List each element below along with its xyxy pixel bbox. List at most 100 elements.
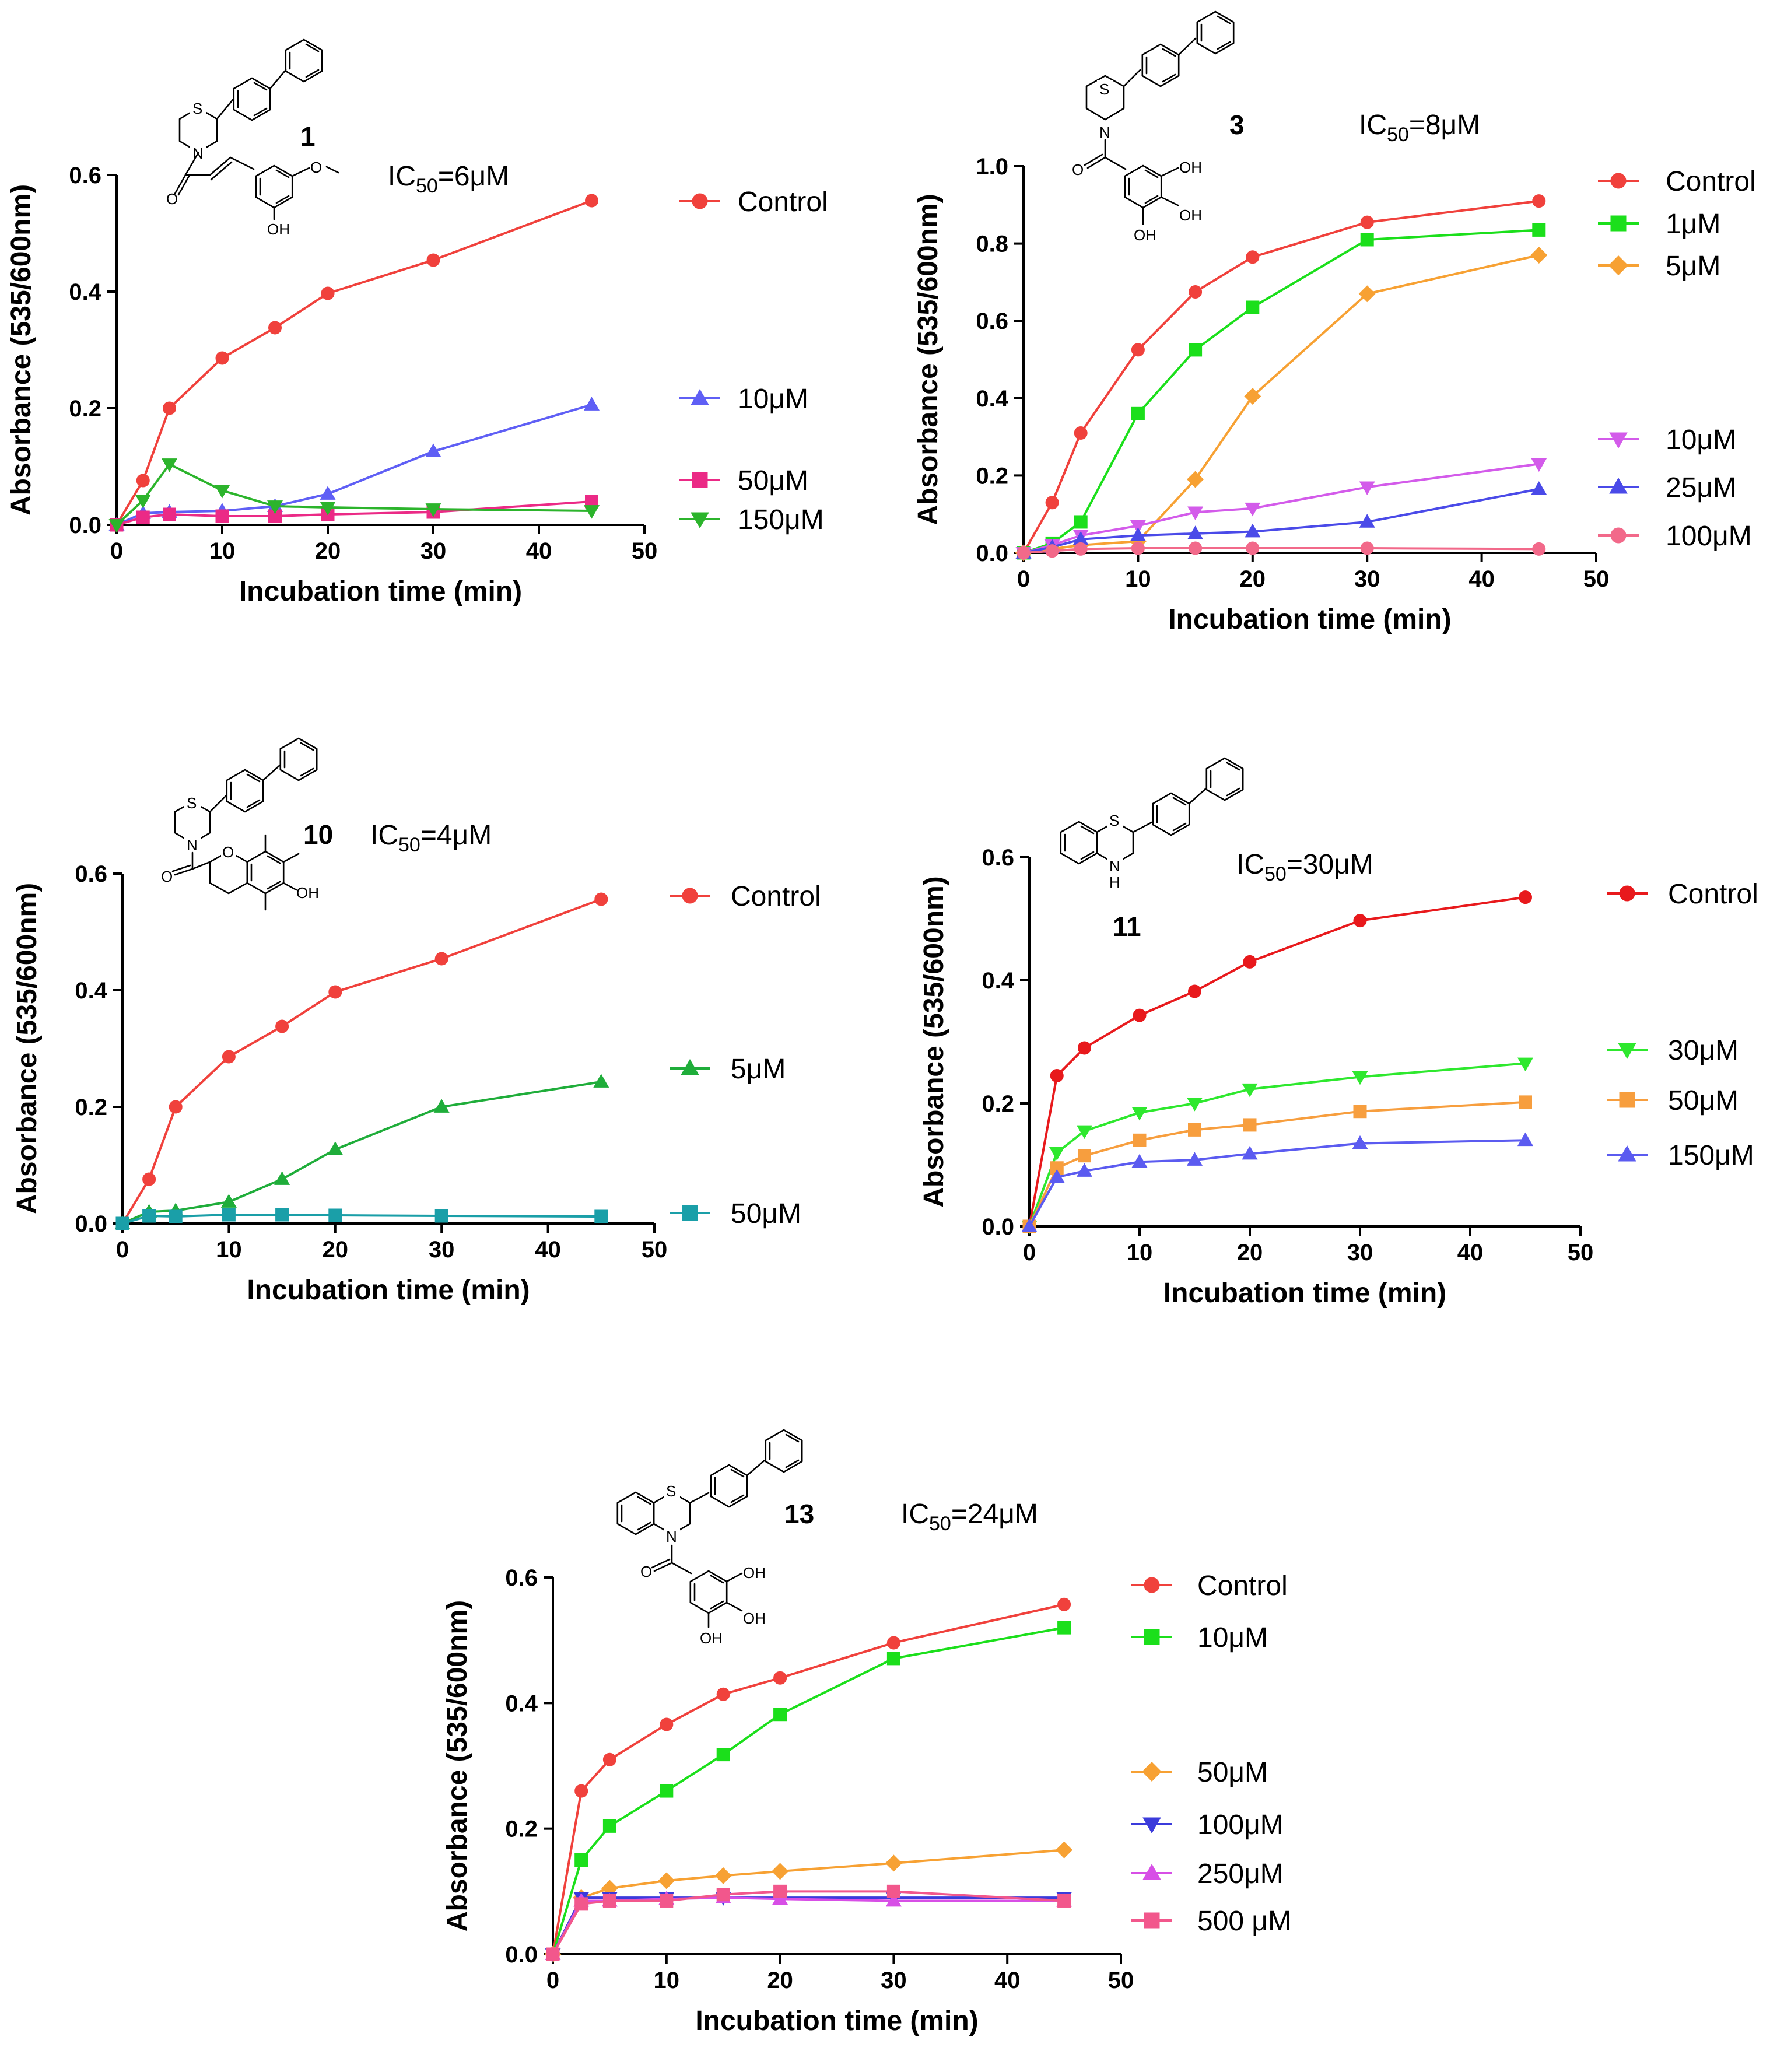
structure-atom-oh: OH [296, 884, 319, 902]
data-point [1078, 1149, 1091, 1163]
x-tick-label: 10 [1127, 1240, 1153, 1265]
legend-label: 5μM [1666, 251, 1720, 282]
series-line [552, 1603, 1065, 1955]
y-tick-label: 0.4 [75, 978, 107, 1004]
data-point [1021, 1218, 1038, 1232]
data-point [583, 397, 600, 411]
data-point [328, 1208, 342, 1222]
legend-marker [692, 472, 708, 488]
data-point [1186, 1152, 1203, 1166]
ic50-label: IC50=6μM [388, 161, 509, 197]
data-point [275, 1208, 289, 1222]
data-point [1131, 1106, 1148, 1121]
structure-atom-o: O [222, 843, 234, 861]
legend-marker [1609, 478, 1628, 494]
series-line [552, 1626, 1064, 1955]
x-axis-title: Incubation time (min) [247, 1275, 530, 1306]
data-point [1049, 1147, 1065, 1161]
data-point [1057, 1621, 1071, 1635]
data-point [1246, 250, 1260, 264]
y-tick-label: 1.0 [976, 154, 1008, 180]
data-point [1074, 515, 1088, 529]
data-point [1045, 544, 1059, 558]
ic50-value: =30μM [1287, 849, 1373, 880]
ic50-value: =4μM [420, 820, 492, 851]
y-tick-label: 0.0 [75, 1211, 107, 1237]
series-line [1028, 1139, 1526, 1227]
data-point [1359, 481, 1375, 495]
ic50-label: IC50=30μM [1236, 849, 1373, 885]
data-point [1245, 502, 1261, 517]
data-point [1074, 542, 1088, 556]
ic50-value: =24μM [951, 1499, 1038, 1530]
data-point [1131, 541, 1145, 555]
x-tick-label: 50 [1108, 1968, 1134, 1993]
data-point [1131, 406, 1145, 420]
data-point [1076, 1163, 1093, 1177]
data-point [268, 321, 282, 335]
series-50μm: 50μM [115, 1198, 801, 1230]
data-point [1050, 1069, 1064, 1083]
data-point [135, 495, 151, 509]
data-point [1189, 285, 1203, 299]
series-line [115, 463, 592, 526]
structure-atom-oh: OH [700, 1629, 723, 1647]
data-point [714, 1867, 732, 1884]
legend-label: 100μM [1197, 1810, 1284, 1840]
data-point [274, 1171, 290, 1185]
series-line [1023, 488, 1540, 554]
data-point [275, 1019, 289, 1033]
data-point [215, 351, 229, 365]
legend-marker [1619, 885, 1635, 902]
legend-marker [1142, 1864, 1161, 1880]
legend-marker [1608, 255, 1628, 275]
data-point [215, 509, 229, 523]
series-150μm: 150μM [108, 458, 824, 535]
y-tick-label: 0.0 [505, 1942, 538, 1968]
series-control: Control [1022, 879, 1758, 1233]
x-tick-label: 20 [1237, 1240, 1263, 1265]
structure-atom-o: O [640, 1563, 652, 1580]
data-point [1049, 1169, 1065, 1183]
legend-marker [1618, 1043, 1636, 1059]
legend-label: 1μM [1666, 209, 1720, 240]
ic50-subscript: 50 [1387, 124, 1409, 146]
data-point [328, 985, 342, 999]
data-point [1532, 223, 1546, 237]
series-line [552, 1896, 1064, 1955]
data-point [1517, 1057, 1534, 1072]
data-point [163, 507, 176, 521]
data-point [1189, 541, 1203, 555]
data-point [885, 1892, 902, 1907]
series-control: Control [546, 1570, 1288, 1961]
series-line [1028, 896, 1526, 1227]
data-point [594, 892, 608, 906]
ic50-label: IC50=4μM [370, 820, 492, 856]
data-point [1531, 481, 1547, 495]
data-point [161, 458, 178, 472]
x-tick-label: 0 [546, 1968, 559, 1993]
structure-atom-nh-n: N [1109, 857, 1120, 875]
data-point [1352, 1135, 1368, 1149]
y-axis-title: Absorbance (535/600nm) [919, 876, 949, 1207]
data-point [1244, 388, 1261, 405]
data-point [1243, 1118, 1257, 1132]
data-point [1188, 984, 1201, 998]
data-point [574, 1853, 588, 1867]
legend-label: 250μM [1197, 1859, 1284, 1889]
x-tick-label: 20 [315, 538, 341, 564]
y-axis-title: Absorbance (535/600nm) [913, 194, 944, 525]
structure-atom-n: N [666, 1528, 677, 1545]
data-point [163, 401, 176, 415]
data-point [1360, 215, 1374, 229]
series-control: Control [110, 187, 828, 532]
series-line [122, 1081, 602, 1225]
data-point [214, 485, 230, 499]
data-point [434, 1209, 448, 1223]
data-point [1187, 506, 1204, 521]
legend-label: 25μM [1666, 472, 1736, 503]
structure-atom-s: S [1109, 812, 1119, 829]
structure-atom-o: O [166, 190, 178, 208]
data-point [1074, 426, 1088, 440]
